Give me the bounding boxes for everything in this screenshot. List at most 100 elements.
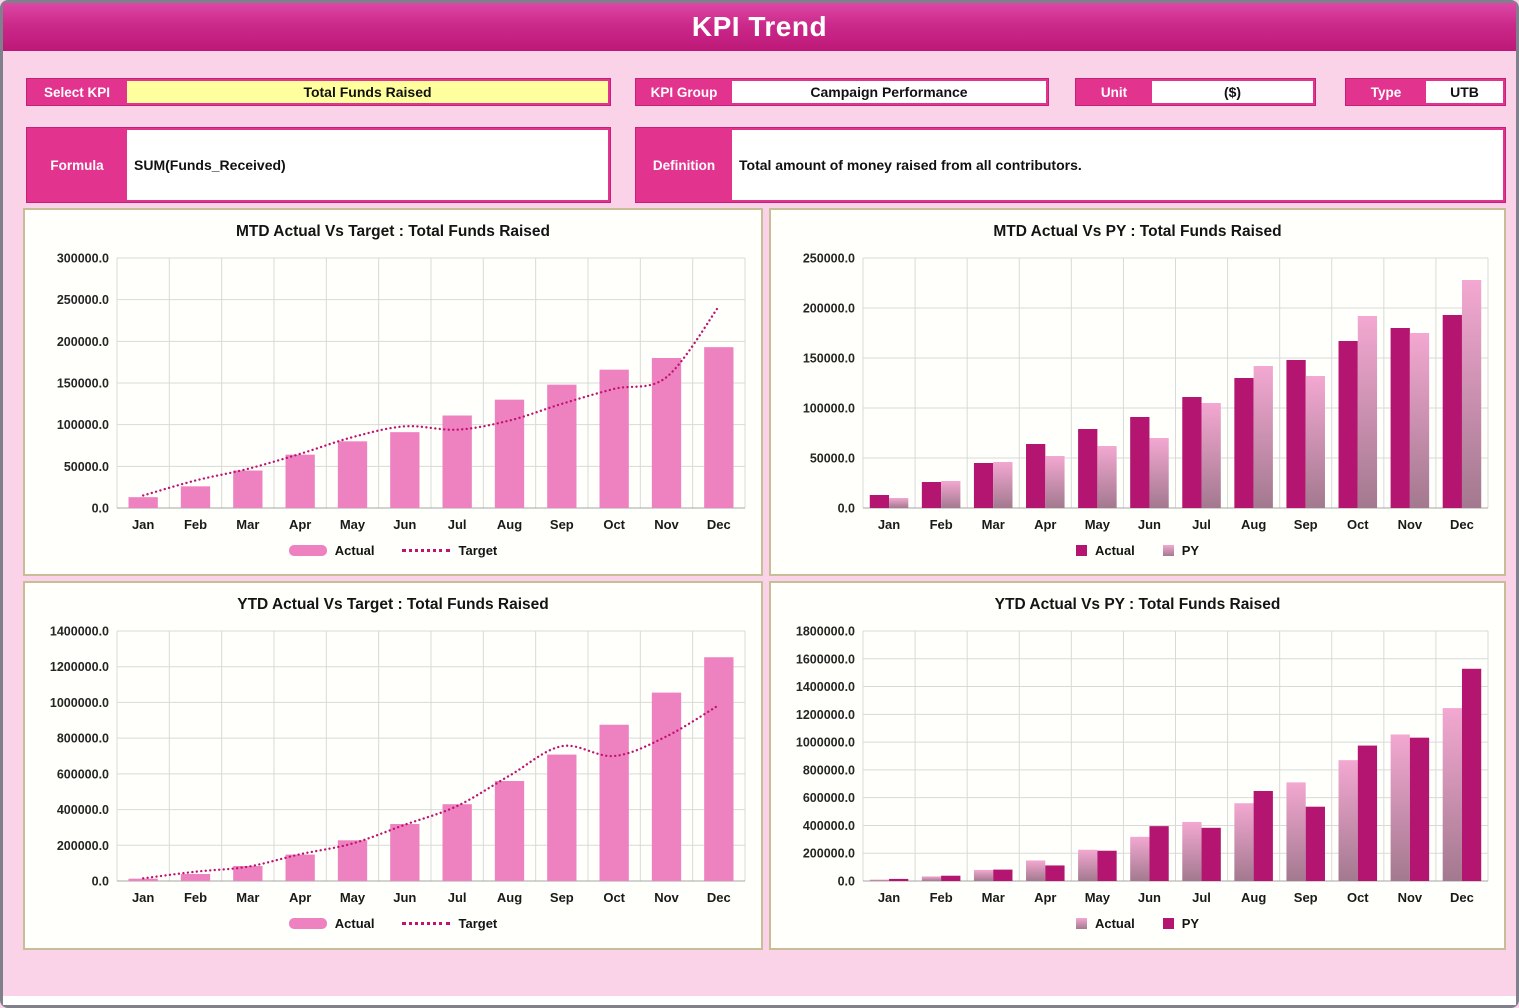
x-tick-label: Dec <box>707 517 731 532</box>
definition-label: Definition <box>652 157 716 173</box>
actual-bar-jan <box>128 497 158 508</box>
x-tick-label: Sep <box>1294 890 1318 905</box>
actual-bar-apr <box>1026 444 1046 508</box>
x-tick-label: Jun <box>393 890 416 905</box>
actual-bar-aug <box>494 781 525 881</box>
x-tick-label: Oct <box>603 890 625 905</box>
y-tick-label: 200000.0 <box>57 839 109 853</box>
chart-panel-ytd-actual-vs-py: YTD Actual Vs PY : Total Funds Raised 0.… <box>769 581 1506 950</box>
actual-bar-dec <box>704 657 734 881</box>
y-tick-label: 150000.0 <box>803 352 855 366</box>
actual-bar-jul <box>1182 821 1202 881</box>
gridlines <box>116 257 746 509</box>
x-tick-label: Nov <box>1398 890 1423 905</box>
x-tick-label: Apr <box>289 517 311 532</box>
gridlines <box>862 257 1489 509</box>
x-tick-label: Apr <box>1034 890 1056 905</box>
unit-label: Unit <box>1100 84 1128 100</box>
x-tick-label: Nov <box>1398 517 1423 532</box>
chart-canvas: 0.0 50000.0 100000.0 150000.0 200000.0 250000… <box>803 252 1489 532</box>
legend-label-py: PY <box>1181 915 1200 931</box>
chart-panel-mtd-actual-vs-target: MTD Actual Vs Target : Total Funds Raise… <box>23 208 763 576</box>
actual-bar-aug <box>494 399 525 508</box>
py-bar-aug <box>1253 791 1273 881</box>
x-tick-label: Oct <box>603 517 625 532</box>
gridlines <box>862 630 1489 882</box>
definition-control: Definition Total amount of money raised … <box>635 127 1506 203</box>
chart-title: MTD Actual Vs PY : Total Funds Raised <box>993 223 1282 240</box>
py-bar-jan <box>889 498 909 508</box>
legend-marker-py <box>1162 917 1174 929</box>
unit-control: Unit ($) <box>1075 78 1316 106</box>
legend-item-actual: Actual <box>1075 915 1135 931</box>
py-bar-apr <box>1045 865 1065 881</box>
x-tick-label: Jan <box>132 890 154 905</box>
x-tick-label: Jul <box>448 517 467 532</box>
legend-label-actual: Actual <box>1094 915 1135 931</box>
actual-bar-may <box>1078 849 1098 881</box>
y-tick-label: 200000.0 <box>57 335 109 349</box>
unit-value: ($) <box>1152 81 1313 103</box>
legend-item-target: Target <box>402 916 497 931</box>
actual-bar-jun <box>1130 417 1150 508</box>
legend-item-actual: Actual <box>288 916 374 931</box>
legend-label-actual: Actual <box>1094 542 1135 558</box>
x-tick-label: Feb <box>930 517 953 532</box>
y-tick-label: 1800000.0 <box>796 625 855 639</box>
y-tick-label: 600000.0 <box>57 767 109 781</box>
x-tick-label: Sep <box>1294 517 1318 532</box>
actual-bar-dec <box>1442 708 1462 881</box>
py-bar-feb <box>941 875 961 881</box>
x-tick-label: Mar <box>236 890 259 905</box>
chart-title: MTD Actual Vs Target : Total Funds Raise… <box>235 223 551 240</box>
py-bar-nov <box>1409 737 1430 881</box>
actual-bar-jan <box>869 879 890 881</box>
actual-bar-apr <box>285 454 315 508</box>
select-kpi-dropdown[interactable]: Total Funds Raised <box>127 81 608 103</box>
x-tick-label: Jul <box>1192 517 1211 532</box>
type-value: UTB <box>1426 81 1503 103</box>
bottom-strip <box>3 996 1516 1005</box>
y-tick-label: 0.0 <box>92 875 109 889</box>
x-tick-label: May <box>1085 517 1111 532</box>
type-label: Type <box>1370 84 1402 100</box>
py-bar-aug <box>1253 366 1273 508</box>
legend-label-target: Target <box>458 542 498 558</box>
x-tick-label: Aug <box>1241 517 1266 532</box>
formula-label: Formula <box>50 157 104 173</box>
py-bar-may <box>1097 850 1117 881</box>
y-tick-label: 100000.0 <box>57 418 109 432</box>
chart-plot-area: 0.0 200000.0 400000.0 600000.0 800000.0 10000… <box>25 621 761 911</box>
actual-bar-may <box>337 441 368 508</box>
actual-bar-mar <box>233 866 263 881</box>
py-bar-feb <box>941 481 961 508</box>
py-bar-mar <box>993 462 1013 508</box>
actual-bar-mar <box>973 869 994 881</box>
chart-canvas: 0.0 200000.0 400000.0 600000.0 800000.0 10000… <box>796 625 1489 905</box>
legend-marker-target <box>402 921 451 925</box>
actual-bar-feb <box>180 874 211 881</box>
y-tick-label: 400000.0 <box>57 803 109 817</box>
kpi-group-control: KPI Group Campaign Performance <box>635 78 1049 106</box>
actual-bar-jun <box>390 432 420 508</box>
actual-bar-jun <box>390 824 420 881</box>
y-tick-label: 1400000.0 <box>50 625 109 639</box>
y-tick-label: 1200000.0 <box>50 660 109 674</box>
py-bar-jun <box>1149 438 1169 508</box>
chart-plot-area: 0.0 50000.0 100000.0 150000.0 200000.0 250000… <box>771 248 1504 538</box>
x-tick-label: Dec <box>1450 890 1474 905</box>
legend-marker-actual <box>288 917 327 929</box>
legend-item-actual: Actual <box>1075 542 1135 558</box>
x-tick-label: Jan <box>878 517 900 532</box>
x-tick-label: Aug <box>497 890 522 905</box>
x-tick-label: Oct <box>1347 890 1369 905</box>
py-bar-jul <box>1201 403 1221 508</box>
y-tick-label: 100000.0 <box>803 402 855 416</box>
py-bar-nov <box>1409 333 1430 508</box>
x-tick-label: Mar <box>982 517 1005 532</box>
x-tick-label: Jan <box>132 517 154 532</box>
y-tick-label: 1000000.0 <box>50 696 109 710</box>
x-tick-label: Apr <box>1034 517 1056 532</box>
y-tick-label: 600000.0 <box>803 791 855 805</box>
